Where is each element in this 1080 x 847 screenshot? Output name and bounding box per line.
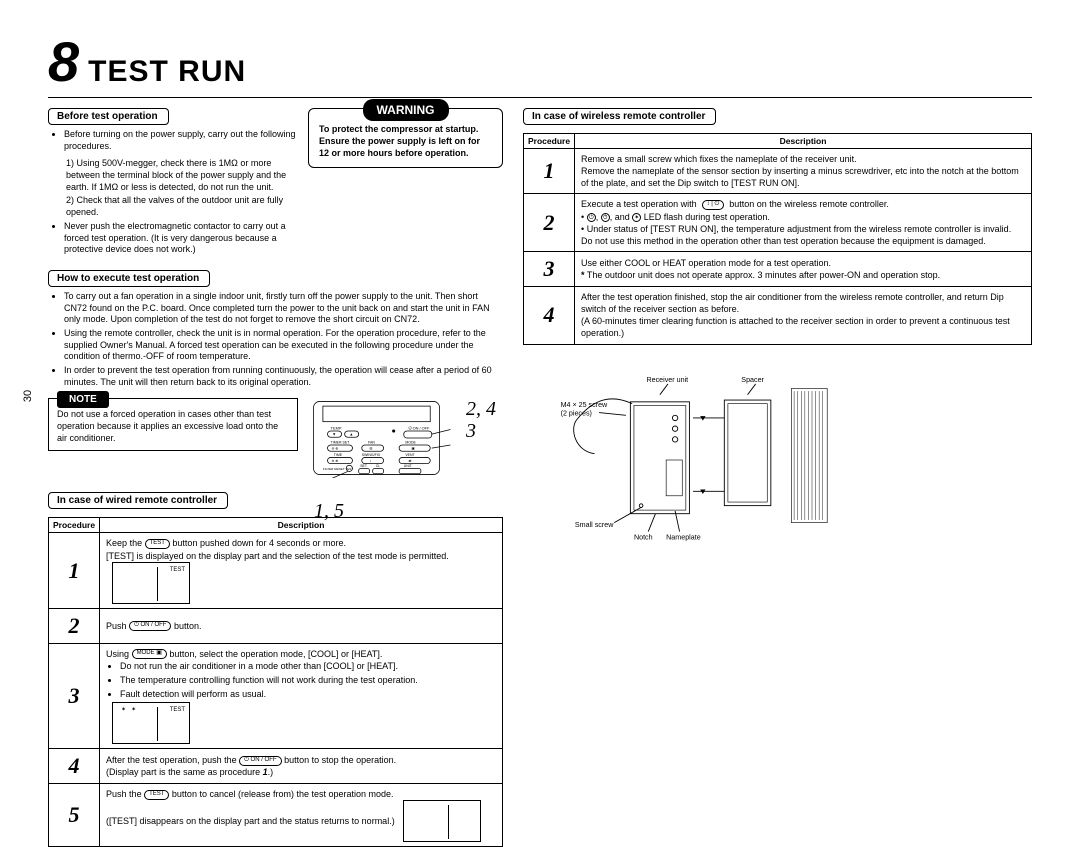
section-before-title: Before test operation [48,108,169,125]
svg-text:Nameplate: Nameplate [666,533,701,541]
section-how-title: How to execute test operation [48,270,210,287]
svg-text:SWING/FIX: SWING/FIX [362,453,381,457]
proc-num: 3 [524,251,575,286]
chapter-number: 8 [48,40,80,85]
right-column: In case of wireless remote controller Pr… [523,108,1032,847]
before-num-item: Using 500V-megger, check there is 1MΩ or… [66,158,296,193]
note-box: NOTE Do not use a forced operation in ca… [48,398,298,451]
wired-th-procedure: Procedure [49,518,100,533]
svg-text:▲: ▲ [349,432,353,437]
table-row: 1 Remove a small screw which fixes the n… [524,149,1032,194]
chapter-title: TEST RUN [88,55,246,89]
proc-desc: Push the TEST button to cancel (release … [100,784,503,847]
warning-title: WARNING [363,99,449,121]
remote-callouts: 2, 4 3 [466,398,496,442]
warning-body: To protect the compressor at startup. En… [319,123,492,159]
page-columns: Before test operation Before turning on … [48,108,1032,847]
proc-desc: Remove a small screw which fixes the nam… [575,149,1032,194]
callout-3: 3 [466,420,496,442]
how-bullet: In order to prevent the test operation f… [64,365,503,388]
svg-text:Small screw: Small screw [575,521,614,529]
proc-desc: Execute a test operation with ↕ | ⏻ butt… [575,194,1032,252]
proc-desc: Use either COOL or HEAT operation mode f… [575,251,1032,286]
proc-desc: Keep the TEST button pushed down for 4 s… [100,533,503,608]
note-title: NOTE [57,391,109,408]
before-numlist: Using 500V-megger, check there is 1MΩ or… [48,158,296,218]
before-row: Before test operation Before turning on … [48,108,503,262]
svg-text:MODE: MODE [405,441,416,445]
before-bullets: Before turning on the power supply, carr… [48,129,296,152]
svg-text:⊖ ⊕: ⊖ ⊕ [331,459,338,463]
table-row: 3 Using MODE ▣ button, select the operat… [49,643,503,749]
proc-num: 2 [49,608,100,643]
before-bullet-after: Never push the electromagnetic contactor… [64,221,296,256]
before-bullets-after: Never push the electromagnetic contactor… [48,221,296,256]
proc-num: 1 [524,149,575,194]
left-column: Before test operation Before turning on … [48,108,503,847]
callout-24: 2, 4 [466,398,496,420]
wireless-th-procedure: Procedure [524,134,575,149]
wireless-th-description: Description [575,134,1032,149]
lcd-icon [403,800,481,842]
receiver-diagram-icon: Receiver unit Spacer M4 × 25 screw(2 pie… [523,375,863,545]
proc-num: 4 [524,286,575,344]
wireless-table: Procedure Description 1 Remove a small s… [523,133,1032,345]
remote-diagram-icon: TEMP. ▼ ▲ ⏻ ON / OFF TIMER SET⊖ ⊕ FAN ⊞ … [312,398,452,478]
table-row: 5 Push the TEST button to cancel (releas… [49,784,503,847]
proc-num: 3 [49,643,100,749]
svg-text:⊖ ⊕: ⊖ ⊕ [331,447,338,451]
how-bullet: To carry out a fan operation in a single… [64,291,503,326]
proc-num: 2 [524,194,575,252]
section-wired-title: In case of wired remote controller [48,492,228,509]
table-row: 3 Use either COOL or HEAT operation mode… [524,251,1032,286]
svg-text:SET: SET [360,464,368,468]
proc-desc: After the test operation finished, stop … [575,286,1032,344]
svg-text:VENT: VENT [405,453,415,457]
svg-text:TIMER SET: TIMER SET [331,441,351,445]
proc-num: 5 [49,784,100,847]
note-body: Do not use a forced operation in cases o… [57,409,289,444]
svg-text:↕: ↕ [370,459,372,463]
section-wireless-title: In case of wireless remote controller [523,108,716,125]
svg-text:M4 × 25 screw(2 pieces): M4 × 25 screw(2 pieces) [561,401,608,417]
callout-15: 1, 5 [314,500,497,522]
svg-text:UNIT: UNIT [404,464,413,468]
svg-text:Receiver unit: Receiver unit [646,376,688,384]
svg-text:⇄: ⇄ [408,458,412,463]
svg-text:⏻ ON / OFF: ⏻ ON / OFF [408,426,430,431]
page-number: 30 [22,390,34,402]
title-rule [48,97,1032,98]
svg-text:TEMP.: TEMP. [331,426,342,431]
table-row: 2 Push ⏻ ON / OFF button. [49,608,503,643]
svg-text:Spacer: Spacer [741,376,764,384]
table-row: 2 Execute a test operation with ↕ | ⏻ bu… [524,194,1032,252]
svg-text:Notch: Notch [634,533,653,541]
before-num-item: Check that all the valves of the outdoor… [66,195,296,218]
lcd-icon: TEST [112,562,190,604]
wired-table: Procedure Description 1 Keep the TEST bu… [48,517,503,847]
svg-text:CL: CL [376,464,381,468]
svg-text:TIME: TIME [334,453,343,457]
table-row: 1 Keep the TEST button pushed down for 4… [49,533,503,608]
table-row: 4 After the test operation finished, sto… [524,286,1032,344]
page-title: 8 TEST RUN [48,40,1032,89]
svg-text:▼: ▼ [332,432,336,437]
proc-num: 1 [49,533,100,608]
svg-text:FAN: FAN [368,441,375,445]
svg-text:FILTER RESET TEST: FILTER RESET TEST [323,467,354,471]
mid-row: NOTE Do not use a forced operation in ca… [48,398,503,478]
proc-desc: After the test operation, push the ⏻ ON … [100,749,503,784]
warning-box: WARNING To protect the compressor at sta… [308,108,503,168]
how-bullets: To carry out a fan operation in a single… [48,291,503,389]
how-bullet: Using the remote controller, check the u… [64,328,503,363]
svg-text:▣: ▣ [412,447,416,451]
proc-desc: Push ⏻ ON / OFF button. [100,608,503,643]
proc-num: 4 [49,749,100,784]
before-bullet: Before turning on the power supply, carr… [64,129,296,152]
svg-text:⊞: ⊞ [370,447,373,451]
proc-desc: Using MODE ▣ button, select the operatio… [100,643,503,749]
table-row: 4 After the test operation, push the ⏻ O… [49,749,503,784]
lcd-icon: ✶ ✶TEST [112,702,190,744]
